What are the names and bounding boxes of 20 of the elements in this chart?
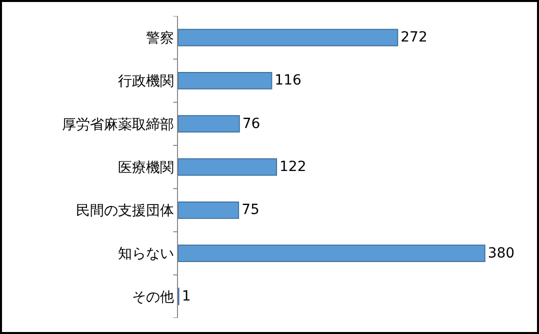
y-tick-label: その他 <box>132 289 174 306</box>
bar <box>178 244 486 262</box>
bar <box>178 115 240 133</box>
y-tick-label: 行政機関 <box>118 74 174 90</box>
data-label: 380 <box>488 245 515 262</box>
bar <box>178 201 240 219</box>
data-label: 122 <box>280 159 306 175</box>
data-label: 1 <box>182 288 191 304</box>
y-tick-label: 警察 <box>146 30 174 46</box>
data-label: 272 <box>400 30 428 46</box>
data-label: 76 <box>242 116 260 132</box>
data-label: 75 <box>242 202 260 218</box>
y-tick-label: 知らない <box>118 246 174 262</box>
data-label: 116 <box>274 72 302 89</box>
y-tick-label: 医療機関 <box>118 160 174 176</box>
bar <box>178 72 272 90</box>
bar <box>178 158 278 176</box>
y-tick-label: 厚労省麻薬取締部 <box>62 116 174 133</box>
y-tick-label: 民間の支援団体 <box>76 203 174 220</box>
bar <box>178 28 398 46</box>
